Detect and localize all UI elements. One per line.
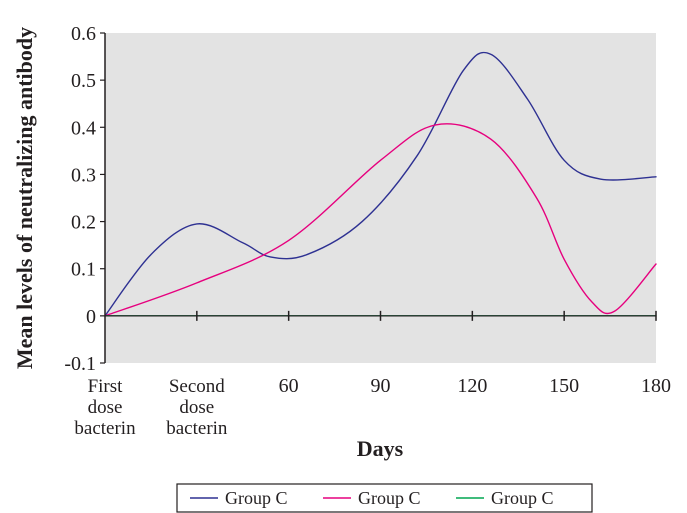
- x-tick-label: Second dose bacterin: [166, 376, 228, 439]
- legend: Group C Group C Group C: [176, 483, 593, 513]
- x-tick-label-line: 150: [549, 375, 579, 397]
- x-tick-label-line: First: [88, 376, 124, 397]
- y-tick-label: 0.3: [71, 164, 96, 186]
- x-tick-label-line: 120: [457, 375, 487, 397]
- x-axis-title: Days: [357, 436, 404, 461]
- x-tick-label-line: bacterin: [74, 418, 136, 439]
- x-tick-label-line: dose: [179, 397, 214, 418]
- x-tick-label-line: 180: [641, 375, 671, 397]
- y-tick-label: 0.6: [71, 23, 96, 45]
- y-tick-label: 0.2: [71, 212, 96, 234]
- x-tick-label-line: 90: [371, 375, 391, 397]
- x-tick-label-line: bacterin: [166, 418, 228, 439]
- x-tick-label-line: 60: [279, 375, 299, 397]
- series-line-1: [104, 51, 657, 317]
- legend-label: Group C: [225, 488, 288, 508]
- y-tick-label: 0.1: [71, 259, 96, 281]
- x-tick-label-line: Second: [169, 376, 225, 397]
- legend-label: Group C: [358, 488, 421, 508]
- x-tick-label: 180: [641, 375, 671, 397]
- x-tick-label-line: dose: [88, 397, 123, 418]
- x-tick-label: 90: [371, 375, 391, 397]
- legend-label: Group C: [491, 488, 554, 508]
- x-axis-ticks: [105, 310, 657, 321]
- x-tick-label: 150: [549, 375, 579, 397]
- y-axis-ticks: -0.1 0 0.1 0.2 0.3 0.4 0.5 0.6: [64, 23, 105, 375]
- y-axis-title: Mean levels of neutralizing antibody: [12, 27, 37, 369]
- y-tick-label: 0.5: [71, 70, 96, 92]
- legend-box: [176, 483, 593, 513]
- y-tick-label: -0.1: [64, 353, 96, 375]
- x-tick-label: 120: [457, 375, 487, 397]
- y-tick-label: 0: [86, 306, 96, 328]
- plot-area: [105, 33, 656, 363]
- series-line-2: [104, 123, 657, 317]
- x-tick-label: 60: [279, 375, 299, 397]
- x-tick-label: First dose bacterin: [74, 376, 136, 439]
- y-tick-label: 0.4: [71, 117, 96, 139]
